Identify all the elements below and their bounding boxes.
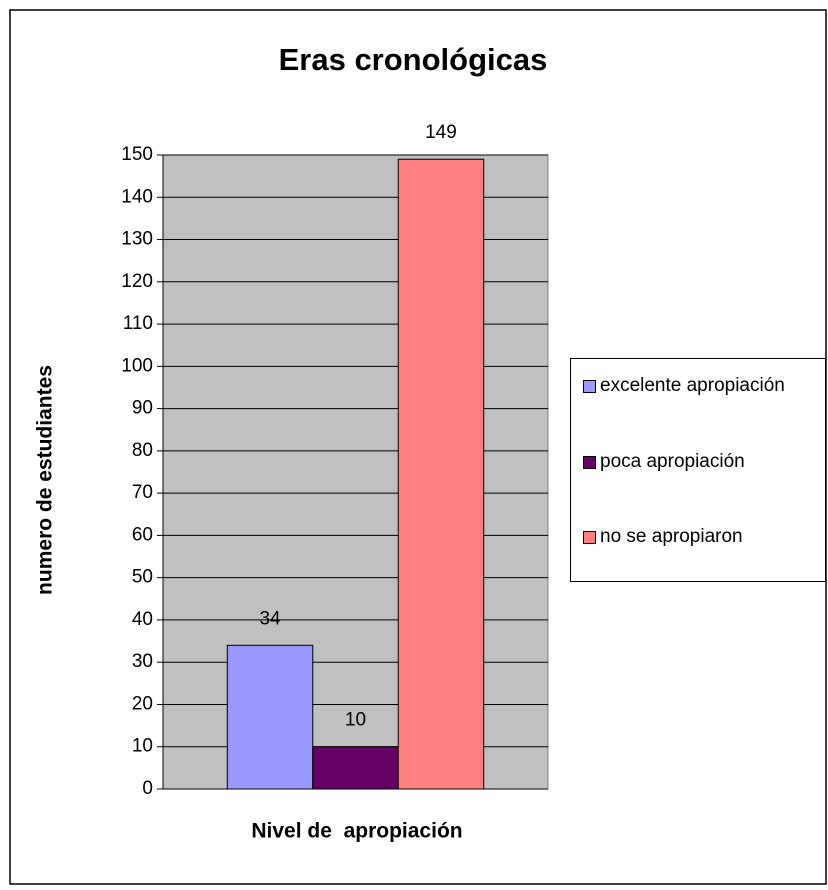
bar	[312, 746, 399, 790]
legend: excelente apropiación poca apropiación no …	[570, 358, 826, 582]
y-tick-label: 0	[142, 778, 153, 799]
y-tick-label: 100	[121, 355, 153, 376]
legend-swatch	[583, 456, 596, 469]
y-tick-label: 60	[132, 524, 153, 545]
y-tick-label: 40	[132, 609, 153, 630]
legend-label: excelente apropiación	[600, 375, 785, 396]
y-tick-label: 10	[132, 736, 153, 757]
legend-label: no se apropiaron	[600, 526, 743, 547]
y-tick-label: 130	[121, 229, 153, 250]
chart-title: Eras cronológicas	[279, 42, 548, 77]
y-tick-label: 80	[132, 440, 153, 461]
y-tick-label: 90	[132, 398, 153, 419]
y-tick-label: 120	[121, 271, 153, 292]
legend-item: no se apropiaron	[583, 524, 790, 549]
data-label: 149	[425, 122, 457, 143]
legend-swatch	[583, 380, 596, 393]
y-tick-label: 30	[132, 651, 153, 672]
plot-area	[162, 154, 549, 790]
legend-swatch	[583, 531, 596, 544]
bar	[397, 158, 485, 790]
legend-label: poca apropiación	[600, 451, 745, 472]
y-tick-label: 140	[121, 186, 153, 207]
data-label: 10	[345, 710, 366, 731]
data-label: 34	[259, 608, 281, 629]
bar	[226, 644, 314, 790]
legend-item: excelente apropiación	[583, 373, 790, 398]
x-axis-title: Nivel de apropiación	[251, 820, 462, 843]
y-tick-label: 110	[123, 313, 153, 334]
y-axis-title: numero de estudiantes	[34, 365, 57, 595]
legend-item: poca apropiación	[583, 449, 790, 474]
y-tick-label: 50	[132, 567, 153, 588]
y-tick-label: 20	[132, 693, 153, 714]
y-tick-label: 70	[132, 482, 153, 503]
y-tick-label: 150	[121, 144, 153, 165]
